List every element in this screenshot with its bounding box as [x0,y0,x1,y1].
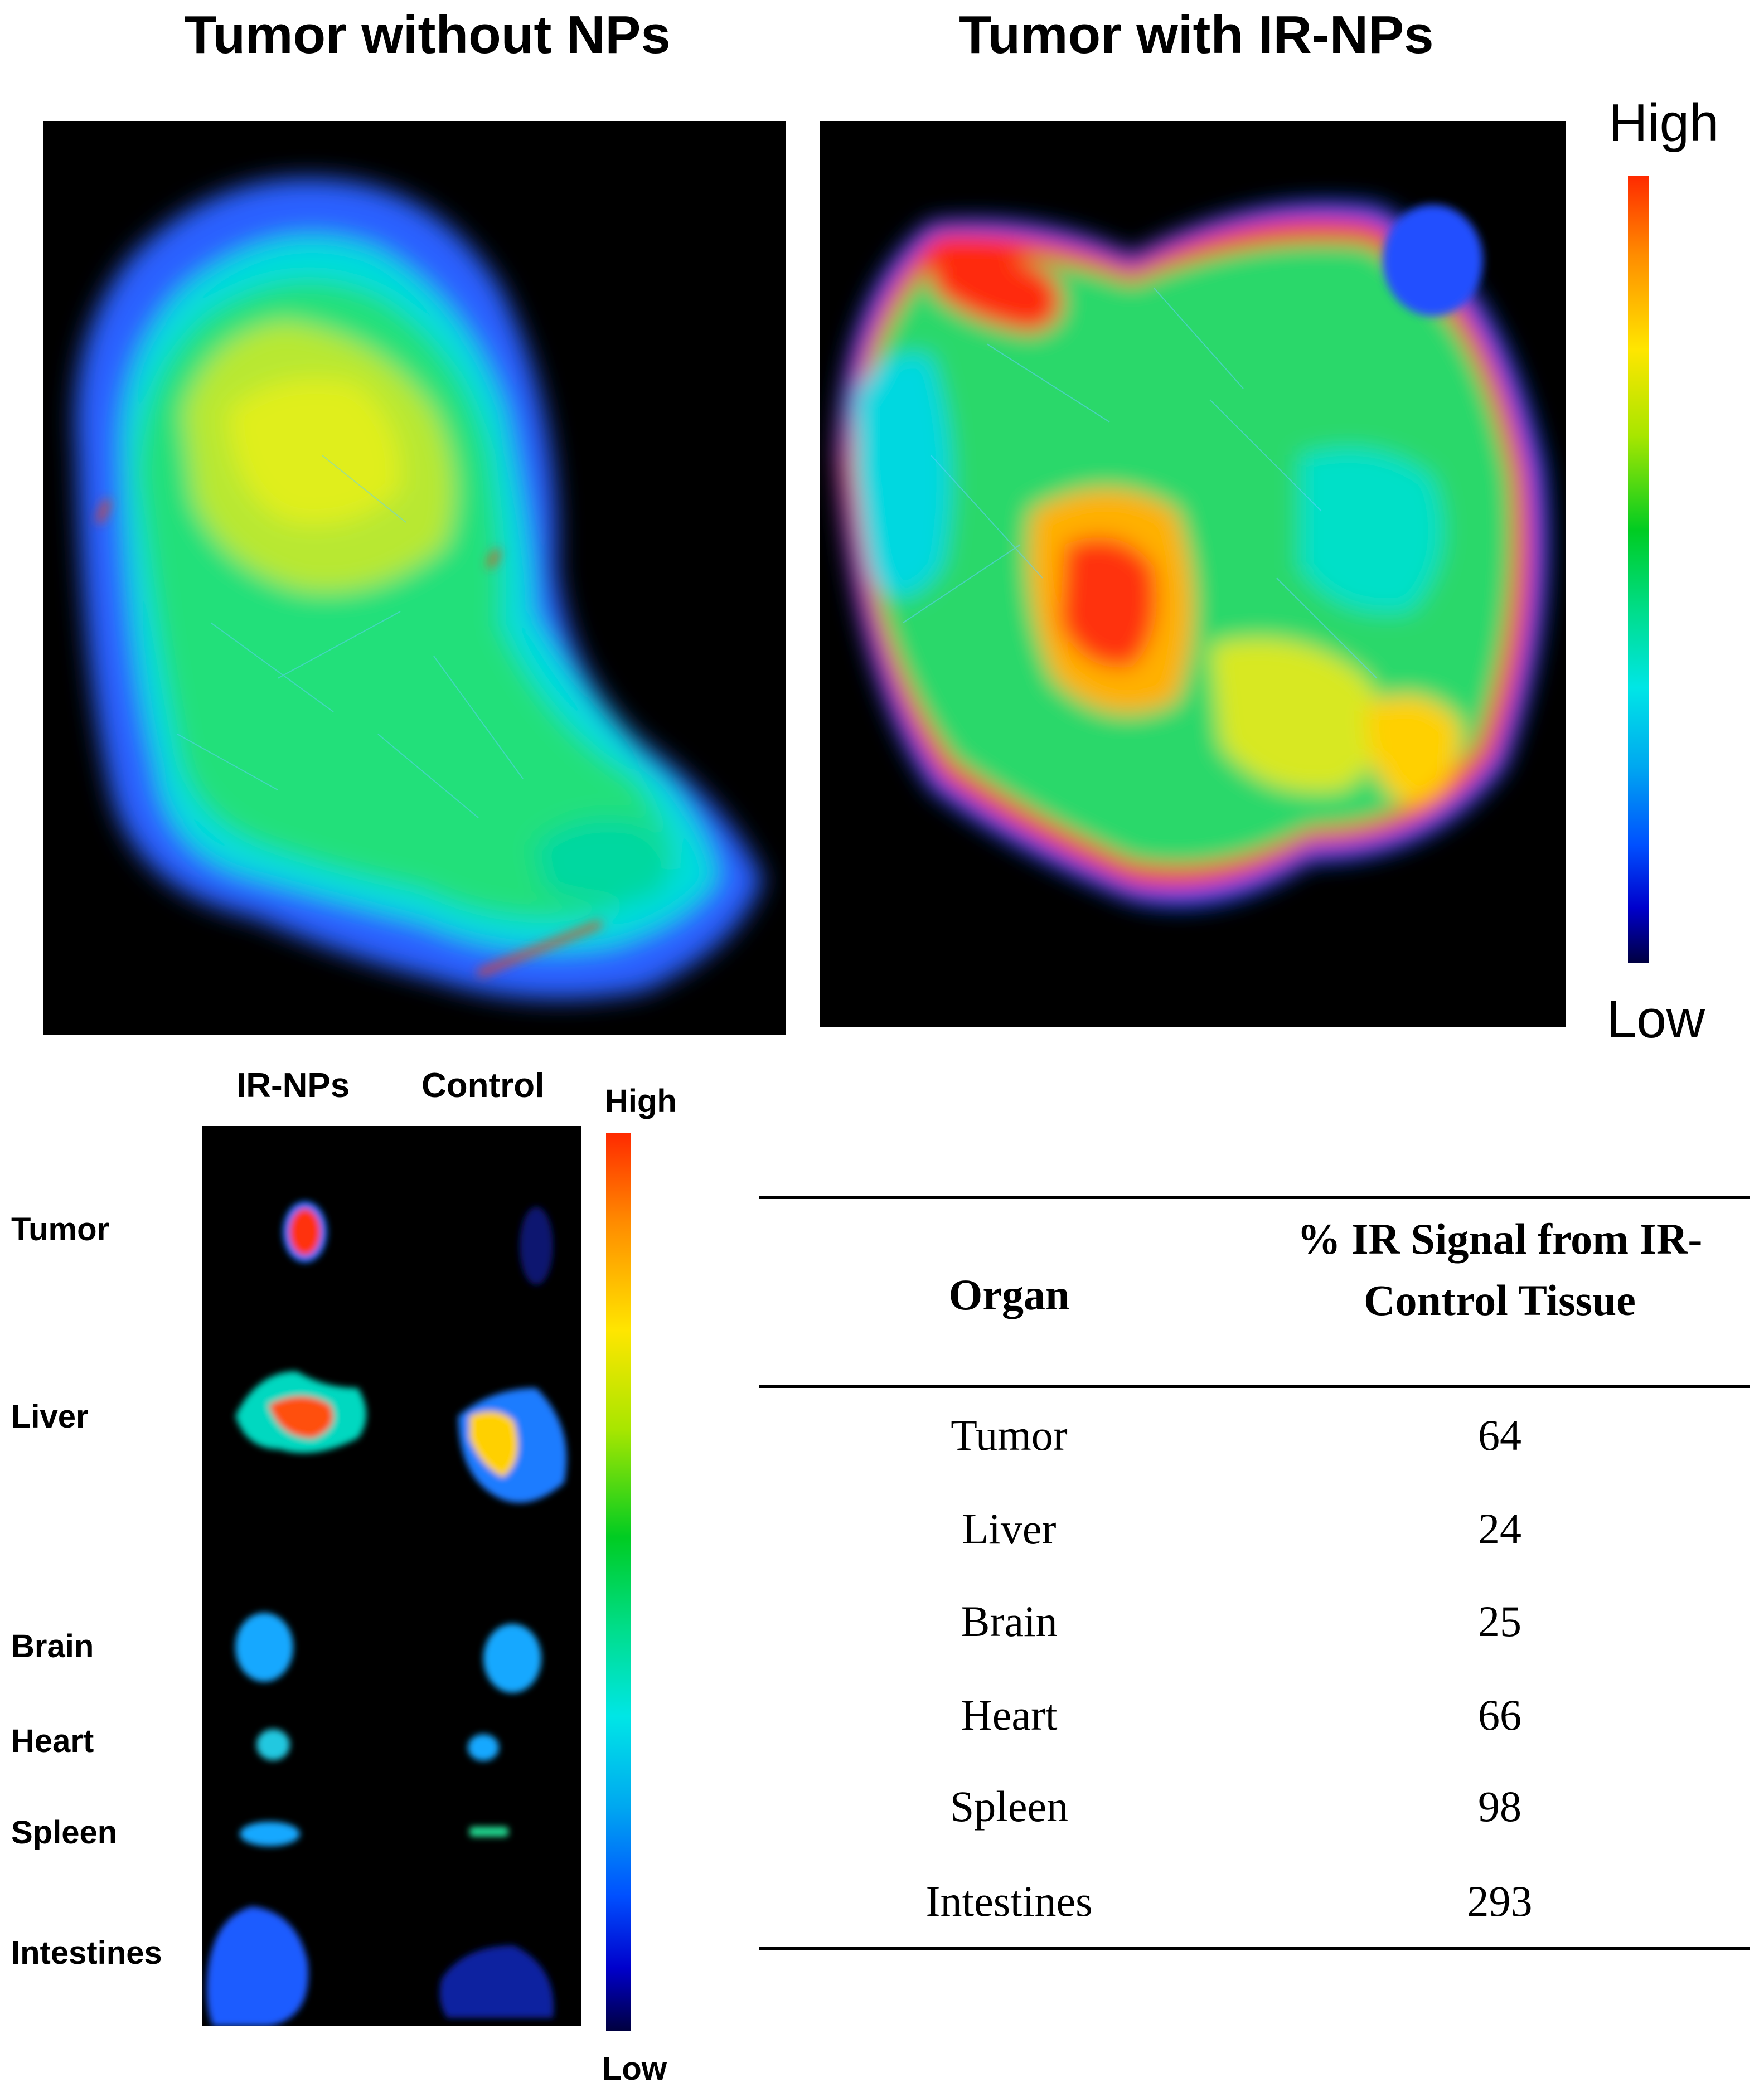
table-header-ir-signal: % IR Signal from IR-Control Tissue [1297,1215,1703,1324]
tumor-without-nps-image [43,121,786,1035]
table-row-value: 24 [1478,1504,1521,1553]
table-row-organ: Brain [961,1597,1058,1646]
table-row-value: 293 [1467,1877,1533,1925]
organ-row-label-heart: Heart [11,1723,94,1759]
organ-col-label-control: Control [421,1066,545,1105]
colorbar-bottom-low-label: Low [602,2051,667,2087]
left-panel-title: Tumor without NPs [184,5,671,65]
table-row-value: 64 [1478,1411,1521,1459]
table-row-organ: Heart [961,1691,1058,1739]
organ-row-label-spleen: Spleen [11,1814,118,1851]
table-header-organ: Organ [948,1270,1070,1319]
organ-row-label-brain: Brain [11,1628,94,1664]
colorbar-top-high-label: High [1609,93,1719,153]
table-row-organ: Tumor [951,1411,1068,1459]
colorbar-bottom-high-label: High [605,1083,677,1119]
table-row-value: 98 [1478,1782,1521,1831]
organ-row-label-tumor: Tumor [11,1211,110,1248]
right-panel-title: Tumor with IR-NPs [959,5,1434,65]
organ-fluorescence-image [202,1126,581,2026]
organ-col-label-ir-nps: IR-NPs [236,1066,350,1105]
colorbar-bottom [606,1133,631,2031]
table-row-organ: Liver [962,1504,1057,1553]
table-row-value: 25 [1478,1597,1521,1646]
colorbar-top [1628,176,1649,963]
organ-row-label-intestines: Intestines [11,1935,162,1971]
table-header-rule [759,1385,1750,1388]
table-bottom-rule [759,1947,1750,1950]
colorbar-top-low-label: Low [1607,989,1705,1049]
table-row-organ: Spleen [949,1782,1069,1831]
table-row-organ: Intestines [925,1877,1093,1925]
organ-row-label-liver: Liver [11,1399,89,1435]
tumor-with-ir-nps-image [820,121,1566,1027]
table-top-rule [759,1196,1750,1199]
table-row-value: 66 [1478,1691,1521,1739]
